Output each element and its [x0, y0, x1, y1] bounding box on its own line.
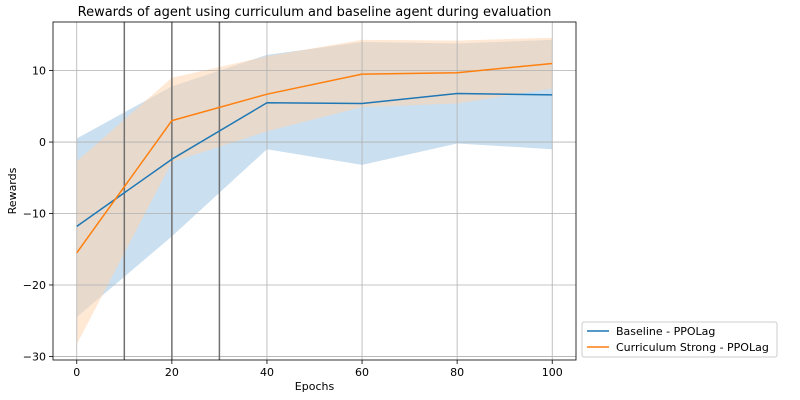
series-line-1 [76, 62, 553, 254]
marker-lines [123, 22, 221, 360]
series-lines [76, 62, 553, 254]
x-tick-label-60: 60 [355, 366, 369, 379]
legend: Baseline - PPOLag Curriculum Strong - PP… [581, 321, 778, 358]
y-tick-label--20: −20 [23, 279, 46, 292]
legend-box [581, 321, 778, 358]
x-tick-label-0: 0 [73, 366, 80, 379]
x-tick-label-80: 80 [450, 366, 464, 379]
series-line-0 [76, 92, 553, 227]
x-tick-label-20: 20 [165, 366, 179, 379]
legend-label-baseline: Baseline - PPOLag [616, 325, 715, 338]
x-tick-label-40: 40 [260, 366, 274, 379]
x-axis-label: Epochs [295, 380, 335, 393]
x-tick-label-100: 100 [542, 366, 563, 379]
chart-title: Rewards of agent using curriculum and ba… [78, 5, 552, 20]
y-tick-label-0: 0 [39, 136, 46, 149]
y-tick-label--30: −30 [23, 350, 46, 363]
legend-label-curriculum: Curriculum Strong - PPOLag [616, 341, 769, 354]
y-tick-label--10: −10 [23, 208, 46, 221]
x-axis-ticks: 0 20 40 60 80 100 [73, 360, 563, 379]
y-tick-label-10: 10 [32, 65, 46, 78]
y-axis-ticks: −30 −20 −10 0 10 [23, 65, 53, 363]
plot-frame [52, 21, 577, 361]
y-axis-label: Rewards [6, 167, 19, 214]
